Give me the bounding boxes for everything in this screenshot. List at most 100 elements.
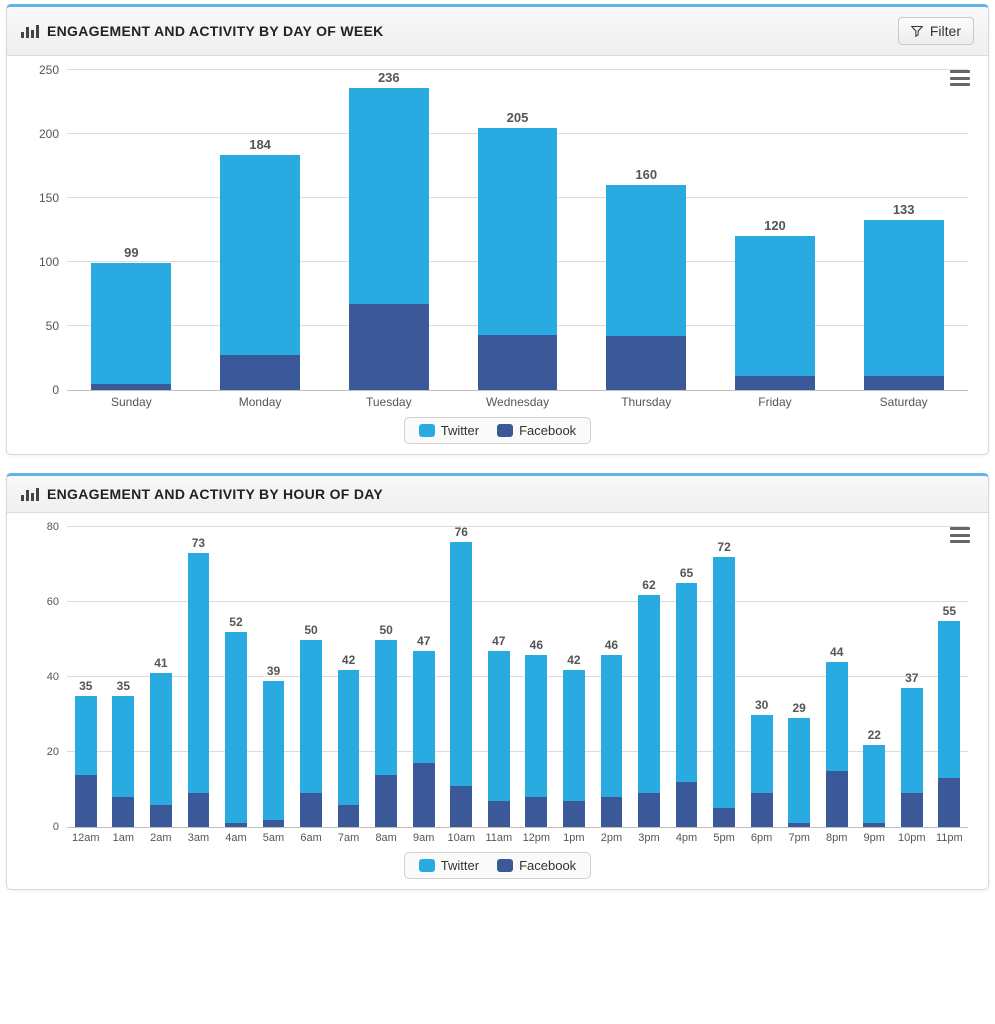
filter-button[interactable]: Filter (898, 17, 974, 45)
bar[interactable] (488, 651, 510, 827)
bar[interactable] (263, 681, 285, 827)
bar-segment-facebook[interactable] (826, 771, 848, 827)
bar-segment-twitter[interactable] (300, 640, 322, 794)
bar-segment-twitter[interactable] (735, 236, 815, 376)
legend-item-facebook[interactable]: Facebook (497, 858, 576, 873)
bar-segment-twitter[interactable] (713, 557, 735, 808)
bar-slot: 44 (818, 527, 856, 827)
bar-segment-facebook[interactable] (901, 793, 923, 827)
bar-segment-twitter[interactable] (864, 220, 944, 376)
bar-segment-twitter[interactable] (349, 88, 429, 304)
bar[interactable] (112, 696, 134, 827)
bar-segment-facebook[interactable] (188, 793, 210, 827)
bar[interactable] (735, 236, 815, 390)
bar-segment-facebook[interactable] (225, 823, 247, 827)
bar-segment-facebook[interactable] (864, 376, 944, 390)
bar[interactable] (601, 655, 623, 828)
bar-segment-twitter[interactable] (478, 128, 558, 335)
bar[interactable] (225, 632, 247, 827)
bar-total-label: 73 (192, 537, 205, 549)
bar[interactable] (349, 88, 429, 390)
bar[interactable] (563, 670, 585, 828)
bar-segment-twitter[interactable] (601, 655, 623, 798)
bar[interactable] (826, 662, 848, 827)
bar-segment-facebook[interactable] (220, 355, 300, 390)
bar-segment-twitter[interactable] (788, 718, 810, 823)
bar-segment-twitter[interactable] (150, 673, 172, 804)
bar[interactable] (450, 542, 472, 827)
bar[interactable] (788, 718, 810, 827)
bar-segment-twitter[interactable] (112, 696, 134, 797)
bar[interactable] (150, 673, 172, 827)
bar-segment-twitter[interactable] (938, 621, 960, 779)
bar-segment-facebook[interactable] (91, 384, 171, 390)
bar-segment-facebook[interactable] (606, 336, 686, 390)
bar-segment-facebook[interactable] (863, 823, 885, 827)
bar[interactable] (91, 263, 171, 390)
bar-segment-facebook[interactable] (413, 763, 435, 827)
bar-segment-twitter[interactable] (450, 542, 472, 786)
bar-segment-facebook[interactable] (263, 820, 285, 828)
bar-segment-twitter[interactable] (263, 681, 285, 820)
bar-segment-facebook[interactable] (478, 335, 558, 390)
bar[interactable] (638, 595, 660, 828)
bar-segment-facebook[interactable] (563, 801, 585, 827)
bar-segment-twitter[interactable] (338, 670, 360, 805)
bar[interactable] (938, 621, 960, 827)
bar-segment-twitter[interactable] (220, 155, 300, 356)
bar[interactable] (188, 553, 210, 827)
bar[interactable] (751, 715, 773, 828)
bar-segment-facebook[interactable] (638, 793, 660, 827)
bar[interactable] (606, 185, 686, 390)
bar-segment-facebook[interactable] (75, 775, 97, 828)
bar-segment-facebook[interactable] (735, 376, 815, 390)
bar-segment-facebook[interactable] (112, 797, 134, 827)
bar[interactable] (525, 655, 547, 828)
bar-segment-facebook[interactable] (676, 782, 698, 827)
bar-segment-twitter[interactable] (638, 595, 660, 794)
bar-segment-twitter[interactable] (413, 651, 435, 764)
bar-segment-twitter[interactable] (188, 553, 210, 793)
bar-segment-facebook[interactable] (488, 801, 510, 827)
bar-segment-twitter[interactable] (901, 688, 923, 793)
bar-segment-twitter[interactable] (91, 263, 171, 383)
bar-segment-twitter[interactable] (826, 662, 848, 771)
bar-segment-facebook[interactable] (375, 775, 397, 828)
bar-segment-facebook[interactable] (349, 304, 429, 390)
bar[interactable] (713, 557, 735, 827)
bar-segment-facebook[interactable] (601, 797, 623, 827)
bar-segment-twitter[interactable] (375, 640, 397, 775)
bar-segment-facebook[interactable] (938, 778, 960, 827)
bar-segment-twitter[interactable] (75, 696, 97, 775)
bar[interactable] (901, 688, 923, 827)
bar[interactable] (338, 670, 360, 828)
legend-item-twitter[interactable]: Twitter (419, 858, 479, 873)
bar[interactable] (75, 696, 97, 827)
bar[interactable] (863, 745, 885, 828)
bar[interactable] (375, 640, 397, 828)
bar-segment-facebook[interactable] (713, 808, 735, 827)
bar-segment-facebook[interactable] (751, 793, 773, 827)
bar-segment-facebook[interactable] (525, 797, 547, 827)
bar-segment-facebook[interactable] (150, 805, 172, 828)
bar[interactable] (478, 128, 558, 390)
bar-segment-twitter[interactable] (751, 715, 773, 794)
bar[interactable] (413, 651, 435, 827)
bar[interactable] (864, 220, 944, 390)
bar[interactable] (300, 640, 322, 828)
legend-item-facebook[interactable]: Facebook (497, 423, 576, 438)
bar-segment-twitter[interactable] (863, 745, 885, 824)
bar-segment-facebook[interactable] (450, 786, 472, 827)
bar-segment-facebook[interactable] (300, 793, 322, 827)
bar-segment-twitter[interactable] (525, 655, 547, 798)
bar-segment-twitter[interactable] (563, 670, 585, 801)
bar-segment-twitter[interactable] (606, 185, 686, 336)
bar-segment-facebook[interactable] (788, 823, 810, 827)
legend-item-twitter[interactable]: Twitter (419, 423, 479, 438)
bar-segment-twitter[interactable] (676, 583, 698, 782)
bar-segment-twitter[interactable] (225, 632, 247, 823)
bar-segment-twitter[interactable] (488, 651, 510, 801)
bar[interactable] (676, 583, 698, 827)
bar[interactable] (220, 155, 300, 391)
bar-segment-facebook[interactable] (338, 805, 360, 828)
